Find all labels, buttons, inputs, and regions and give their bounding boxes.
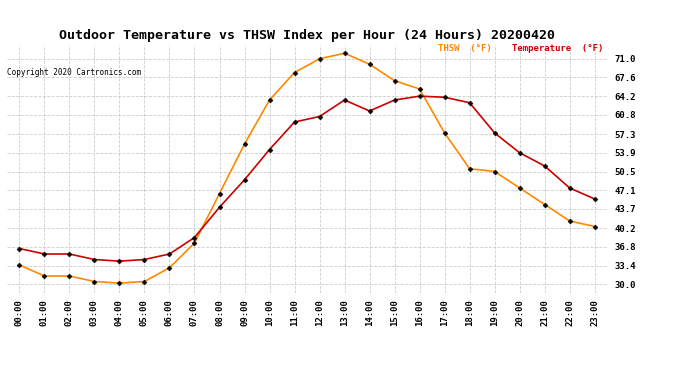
Temperature  (°F) [415, 94, 424, 98]
THSW  (°F) [66, 274, 74, 278]
THSW  (°F) [266, 98, 274, 102]
THSW  (°F) [215, 191, 224, 196]
THSW  (°F) [166, 266, 174, 270]
Temperature  (°F) [591, 197, 599, 201]
Temperature  (°F) [140, 257, 148, 262]
Temperature  (°F) [491, 131, 499, 135]
Legend: THSW  (°F), Temperature  (°F): THSW (°F), Temperature (°F) [418, 40, 607, 56]
THSW  (°F) [290, 70, 299, 75]
Text: Copyright 2020 Cartronics.com: Copyright 2020 Cartronics.com [7, 68, 141, 77]
Line: Temperature  (°F): Temperature (°F) [18, 94, 596, 263]
Temperature  (°F) [366, 109, 374, 113]
Temperature  (°F) [266, 147, 274, 152]
Temperature  (°F) [391, 98, 399, 102]
THSW  (°F) [391, 78, 399, 83]
Temperature  (°F) [15, 246, 23, 251]
THSW  (°F) [190, 241, 199, 245]
THSW  (°F) [466, 166, 474, 171]
THSW  (°F) [15, 263, 23, 267]
Temperature  (°F) [315, 114, 324, 119]
Temperature  (°F) [566, 186, 574, 190]
THSW  (°F) [540, 202, 549, 207]
Temperature  (°F) [515, 150, 524, 155]
THSW  (°F) [591, 224, 599, 229]
THSW  (°F) [415, 87, 424, 91]
THSW  (°F) [366, 62, 374, 66]
THSW  (°F) [115, 281, 124, 285]
THSW  (°F) [440, 131, 449, 135]
Temperature  (°F) [240, 177, 248, 182]
Line: THSW  (°F): THSW (°F) [18, 51, 596, 285]
THSW  (°F) [515, 186, 524, 190]
Temperature  (°F) [66, 252, 74, 256]
THSW  (°F) [315, 57, 324, 61]
Temperature  (°F) [290, 120, 299, 124]
Temperature  (°F) [215, 205, 224, 210]
THSW  (°F) [491, 169, 499, 174]
Temperature  (°F) [115, 259, 124, 263]
THSW  (°F) [566, 219, 574, 223]
Temperature  (°F) [540, 164, 549, 168]
THSW  (°F) [90, 279, 99, 284]
Temperature  (°F) [340, 98, 348, 102]
Temperature  (°F) [90, 257, 99, 262]
THSW  (°F) [340, 51, 348, 56]
Temperature  (°F) [166, 252, 174, 256]
THSW  (°F) [240, 142, 248, 146]
Temperature  (°F) [40, 252, 48, 256]
THSW  (°F) [140, 279, 148, 284]
Title: Outdoor Temperature vs THSW Index per Hour (24 Hours) 20200420: Outdoor Temperature vs THSW Index per Ho… [59, 30, 555, 42]
Temperature  (°F) [466, 100, 474, 105]
Temperature  (°F) [440, 95, 449, 99]
Temperature  (°F) [190, 235, 199, 240]
THSW  (°F) [40, 274, 48, 278]
